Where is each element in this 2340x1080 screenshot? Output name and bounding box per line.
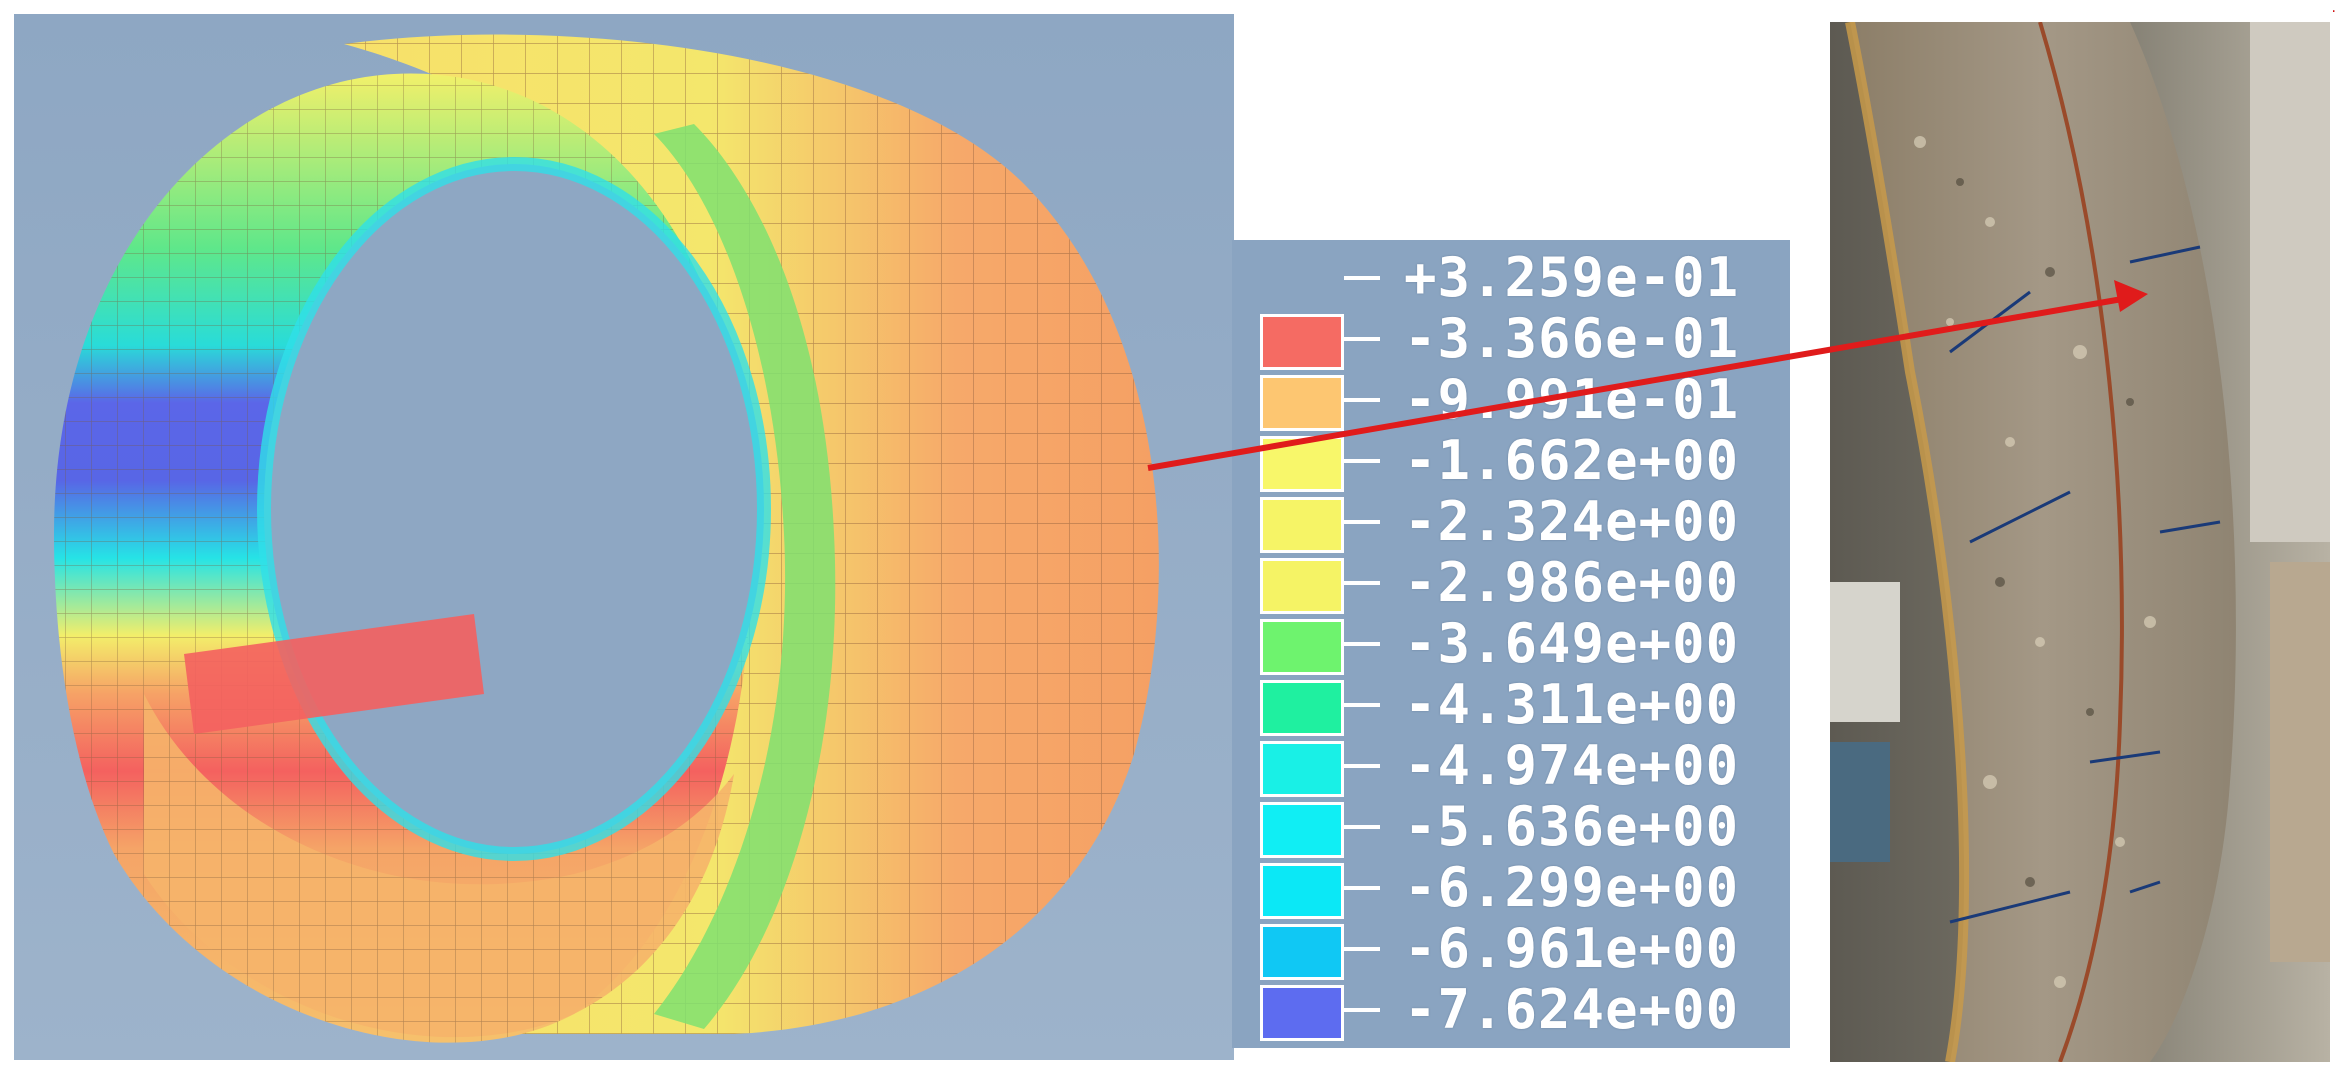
legend-tick	[1344, 703, 1380, 707]
legend-row: -2.324e+00	[1232, 490, 1790, 614]
fe-model-panel	[14, 14, 1234, 1060]
legend-label: -6.299e+00	[1404, 856, 1740, 919]
legend-tick	[1344, 459, 1380, 463]
legend-swatch	[1260, 802, 1344, 858]
legend-row: -4.974e+00	[1232, 734, 1790, 858]
legend-tick	[1344, 398, 1380, 402]
legend-label: +3.259e-01	[1404, 246, 1740, 309]
legend-swatch	[1260, 924, 1344, 980]
specimen-photo	[1830, 22, 2330, 1062]
legend-label: -4.311e+00	[1404, 673, 1740, 736]
legend-row: -4.311e+00	[1232, 673, 1790, 797]
fe-ring-model	[54, 34, 1159, 1043]
legend-swatch	[1260, 558, 1344, 614]
legend-tick	[1344, 947, 1380, 951]
legend-row: -6.299e+00	[1232, 856, 1790, 980]
legend-label: -9.991e-01	[1404, 368, 1740, 431]
legend-label: -2.986e+00	[1404, 551, 1740, 614]
crack-center-line	[2038, 22, 2124, 1062]
specimen-photo-image	[1830, 22, 2330, 1062]
legend-tick	[1344, 276, 1380, 280]
legend-label: -6.961e+00	[1404, 917, 1740, 980]
ring-front-edge	[654, 124, 836, 1029]
legend-tick	[1344, 886, 1380, 890]
legend-tick	[1344, 642, 1380, 646]
legend-swatch	[1260, 863, 1344, 919]
legend-row: -7.624e+00	[1232, 978, 1790, 1068]
legend-row: -5.636e+00	[1232, 795, 1790, 919]
legend-row: -3.649e+00	[1232, 612, 1790, 736]
legend-swatch	[1260, 619, 1344, 675]
legend-label: -4.974e+00	[1404, 734, 1740, 797]
legend-swatch	[1260, 497, 1344, 553]
legend-tick	[1344, 581, 1380, 585]
legend-swatch	[1260, 741, 1344, 797]
legend-row: -6.961e+00	[1232, 917, 1790, 1041]
legend-tick	[1344, 337, 1380, 341]
legend-label: -1.662e+00	[1404, 429, 1740, 492]
legend-swatch	[1260, 985, 1344, 1041]
legend-tick	[1344, 764, 1380, 768]
legend-tick	[1344, 520, 1380, 524]
legend-swatch	[1260, 680, 1344, 736]
legend-tick	[1344, 1008, 1380, 1012]
legend-tick	[1344, 825, 1380, 829]
legend-label: -3.649e+00	[1404, 612, 1740, 675]
legend-label: -3.366e-01	[1404, 307, 1740, 370]
corner-mark: .	[2331, 0, 2336, 16]
legend-label: -5.636e+00	[1404, 795, 1740, 858]
legend-row: -2.986e+00	[1232, 551, 1790, 675]
legend-label: -7.624e+00	[1404, 978, 1740, 1041]
contour-legend: +3.259e-01 -3.366e-01 -9.991e-01 -1.662e…	[1232, 240, 1790, 1048]
legend-label: -2.324e+00	[1404, 490, 1740, 553]
